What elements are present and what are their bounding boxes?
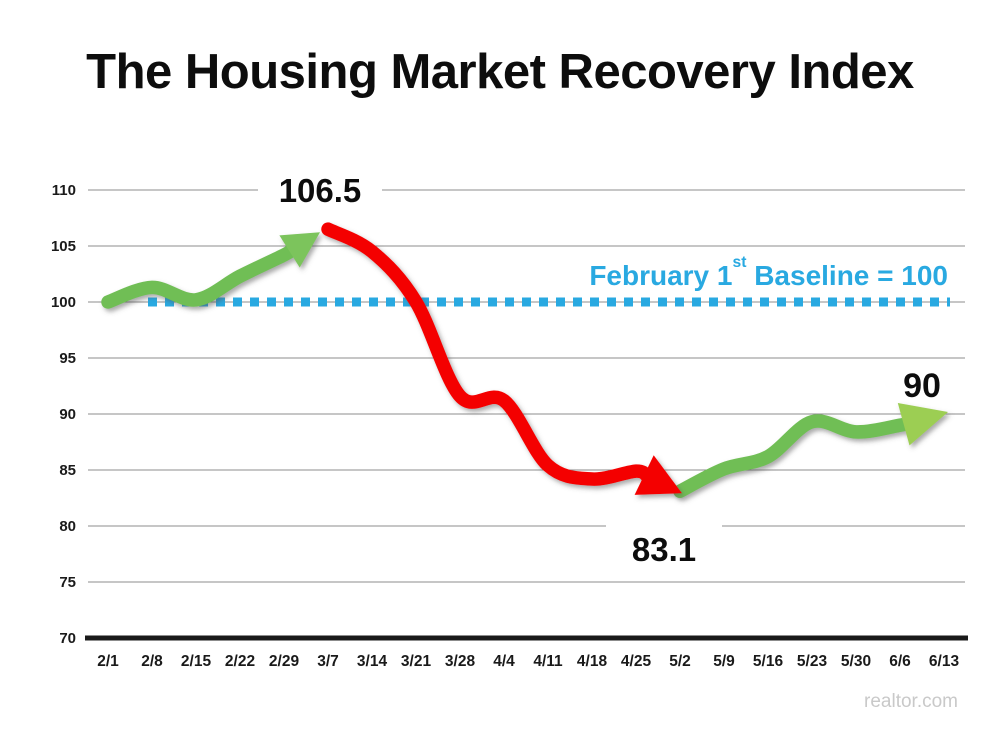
page-title: The Housing Market Recovery Index [86, 45, 914, 99]
x-tick-label: 2/1 [97, 653, 119, 670]
x-tick-label: 2/15 [181, 653, 212, 670]
falling-line [321, 222, 655, 486]
series-falling [321, 222, 682, 495]
watermark: realtor.com [864, 691, 958, 712]
y-tick-label: 110 [52, 182, 76, 199]
x-tick-label: 4/11 [533, 653, 563, 670]
x-tick-label: 3/14 [357, 653, 388, 670]
x-tick-label: 4/4 [493, 653, 515, 670]
x-tick-label: 3/21 [401, 653, 432, 670]
x-tick-label: 3/7 [317, 653, 339, 670]
x-tick-label: 6/13 [929, 653, 960, 670]
y-axis-tick-labels: 110 105 100 95 90 85 80 75 70 [51, 182, 76, 647]
y-tick-label: 95 [59, 350, 76, 367]
x-tick-label: 6/6 [889, 653, 911, 670]
baseline-label-text: February 1 [589, 260, 733, 291]
y-tick-label: 80 [59, 518, 76, 535]
x-tick-label: 5/2 [669, 653, 691, 670]
y-tick-label: 75 [59, 574, 76, 591]
x-tick-label: 2/29 [269, 653, 300, 670]
x-tick-label: 5/30 [841, 653, 871, 670]
x-tick-label: 5/16 [753, 653, 784, 670]
falling-arrowhead-icon [634, 455, 682, 495]
series-rising-may [673, 403, 948, 499]
trough-value-label: 83.1 [606, 519, 722, 574]
x-tick-label: 5/9 [713, 653, 735, 670]
x-tick-label: 2/8 [141, 653, 163, 670]
data-series [101, 222, 948, 499]
series-rising-feb [101, 232, 320, 309]
y-tick-label: 105 [51, 238, 76, 255]
x-tick-label: 4/25 [621, 653, 652, 670]
baseline-label: February 1st Baseline = 100 [589, 254, 948, 292]
y-tick-label: 100 [51, 294, 76, 311]
rising-feb-line [101, 242, 300, 309]
y-tick-label: 90 [59, 406, 76, 423]
x-tick-label: 2/22 [225, 653, 255, 670]
x-tick-label: 3/28 [445, 653, 476, 670]
peak-value-label: 106.5 [258, 167, 382, 211]
rising-may-line [673, 414, 915, 499]
end-value-label: 90 [903, 367, 941, 405]
x-tick-label: 4/18 [577, 653, 608, 670]
baseline-label-suffix: Baseline = 100 [746, 260, 948, 291]
rising-may-arrowhead-icon [897, 403, 948, 446]
y-tick-label: 70 [59, 630, 76, 647]
baseline-superscript: st [732, 253, 747, 271]
x-axis-tick-labels: 2/1 2/8 2/15 2/22 2/29 3/7 3/14 3/21 3/28 4/4 4/11… [97, 653, 959, 670]
x-tick-label: 5/23 [797, 653, 828, 670]
rising-feb-arrowhead-icon [279, 232, 320, 268]
gridlines [85, 189, 968, 641]
y-tick-label: 85 [59, 462, 76, 479]
